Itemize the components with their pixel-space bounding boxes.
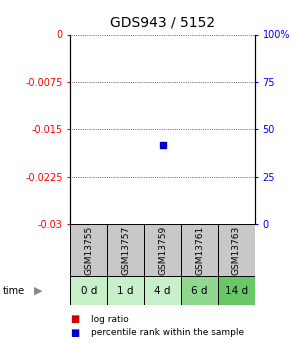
Text: percentile rank within the sample: percentile rank within the sample xyxy=(91,328,244,337)
Text: 0 d: 0 d xyxy=(81,286,97,296)
Text: 4 d: 4 d xyxy=(154,286,171,296)
Text: time: time xyxy=(3,286,25,296)
Text: ▶: ▶ xyxy=(34,286,42,296)
Text: ■: ■ xyxy=(70,328,80,338)
Bar xyxy=(107,276,144,305)
Title: GDS943 / 5152: GDS943 / 5152 xyxy=(110,16,215,30)
Text: ■: ■ xyxy=(70,314,80,324)
Text: GSM13755: GSM13755 xyxy=(84,226,93,275)
Text: GSM13759: GSM13759 xyxy=(158,226,167,275)
Bar xyxy=(181,276,218,305)
Text: 1 d: 1 d xyxy=(117,286,134,296)
Bar xyxy=(144,276,181,305)
Text: 14 d: 14 d xyxy=(225,286,248,296)
Point xyxy=(160,142,165,148)
Bar xyxy=(70,224,107,276)
Text: 6 d: 6 d xyxy=(191,286,208,296)
Text: GSM13761: GSM13761 xyxy=(195,226,204,275)
Text: log ratio: log ratio xyxy=(91,315,129,324)
Text: GSM13757: GSM13757 xyxy=(121,226,130,275)
Bar xyxy=(218,276,255,305)
Bar xyxy=(218,224,255,276)
Bar xyxy=(70,276,107,305)
Bar xyxy=(181,224,218,276)
Text: GSM13763: GSM13763 xyxy=(232,226,241,275)
Bar xyxy=(107,224,144,276)
Bar xyxy=(144,224,181,276)
